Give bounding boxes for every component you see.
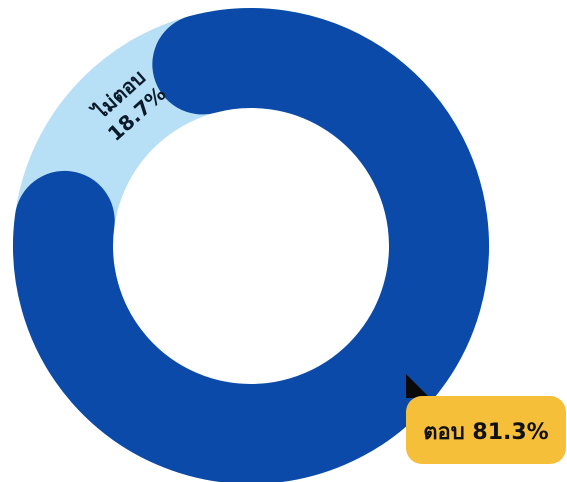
- response-callout: [406, 396, 566, 464]
- callout-pointer: [406, 374, 430, 398]
- segment-response: [13, 8, 489, 482]
- response-callout-label: ตอบ 81.3%: [423, 420, 548, 445]
